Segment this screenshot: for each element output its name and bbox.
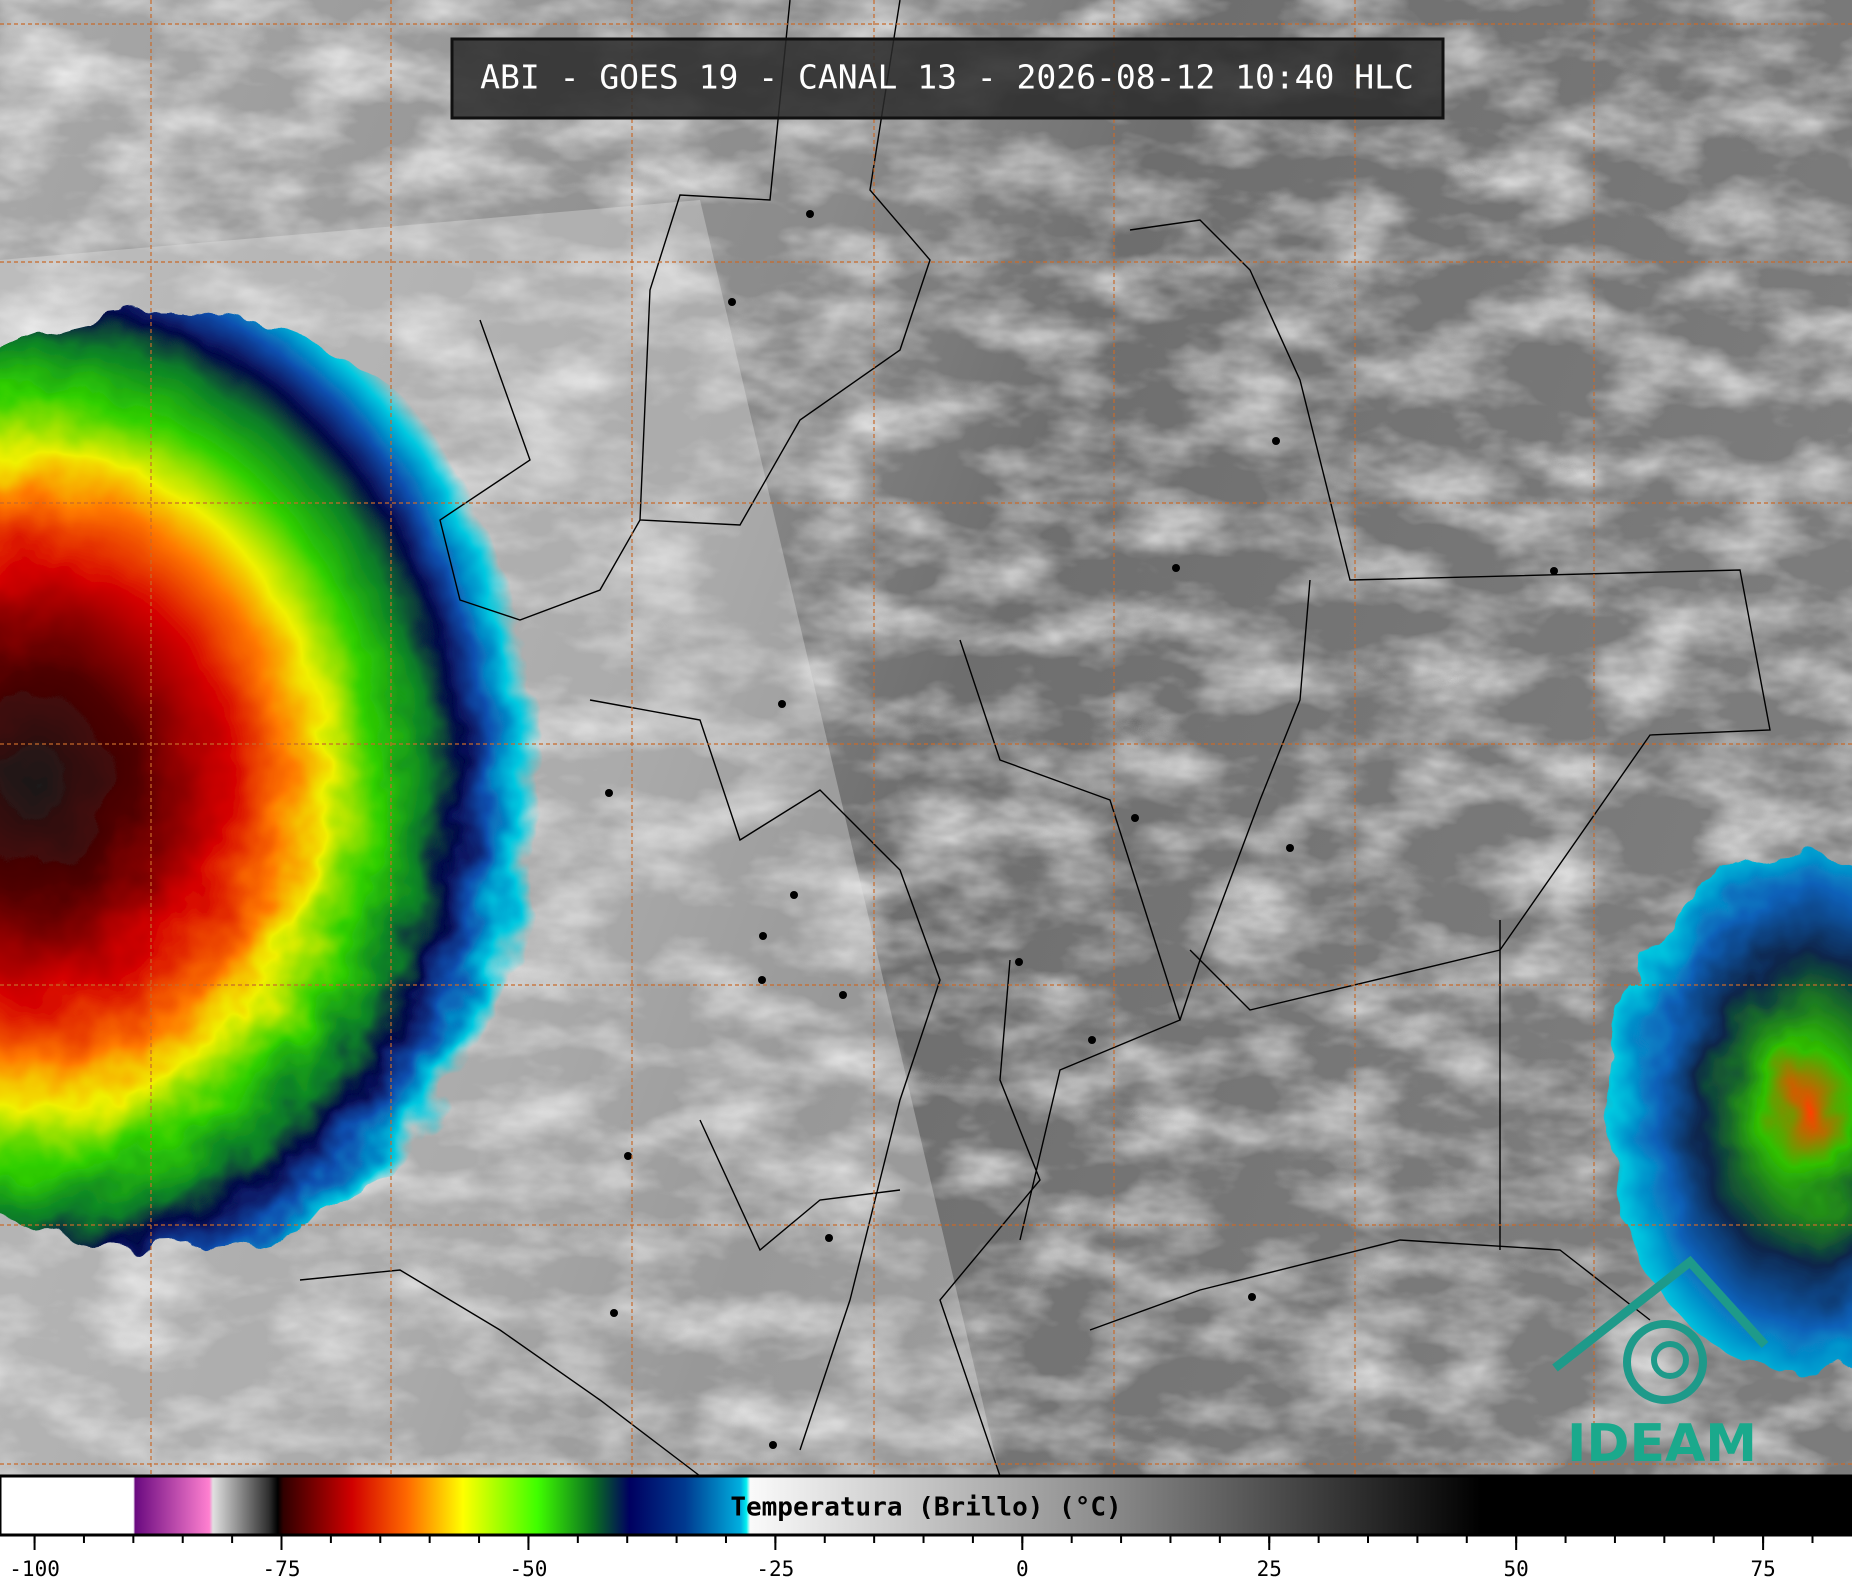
logo-swirl (1623, 1320, 1707, 1404)
logo-roof (1552, 1255, 1769, 1372)
borders (299, 0, 1771, 1477)
colorbar: Temperatura (Brillo) (°C) (0, 1474, 1852, 1537)
tick-label: 75 (1750, 1557, 1775, 1577)
title-box: ABI - GOES 19 - CANAL 13 - 2026-08-12 10… (450, 37, 1445, 120)
tick-label: -50 (509, 1557, 547, 1577)
logo: IDEAM (1552, 1255, 1769, 1474)
tick-label: 25 (1257, 1557, 1282, 1577)
tick-label: -75 (263, 1557, 301, 1577)
tick-label: 0 (1016, 1557, 1029, 1577)
tick-label: -100 (9, 1557, 60, 1577)
storm-east (1610, 850, 1852, 1370)
colorbar-label: Temperatura (Brillo) (°C) (730, 1493, 1121, 1523)
title: ABI - GOES 19 - CANAL 13 - 2026-08-12 10… (480, 58, 1414, 97)
title-background (450, 37, 1445, 120)
logo-swirl-inner (1651, 1341, 1689, 1379)
storm-west (0, 310, 580, 1250)
tick-label: 50 (1504, 1557, 1529, 1577)
cities (605, 210, 1558, 1449)
colorbar-gradient (0, 1474, 1852, 1537)
tick-label: -25 (756, 1557, 794, 1577)
logo-text: IDEAM (1567, 1414, 1757, 1474)
graticule (0, 0, 1852, 1476)
map (0, 0, 1852, 1477)
